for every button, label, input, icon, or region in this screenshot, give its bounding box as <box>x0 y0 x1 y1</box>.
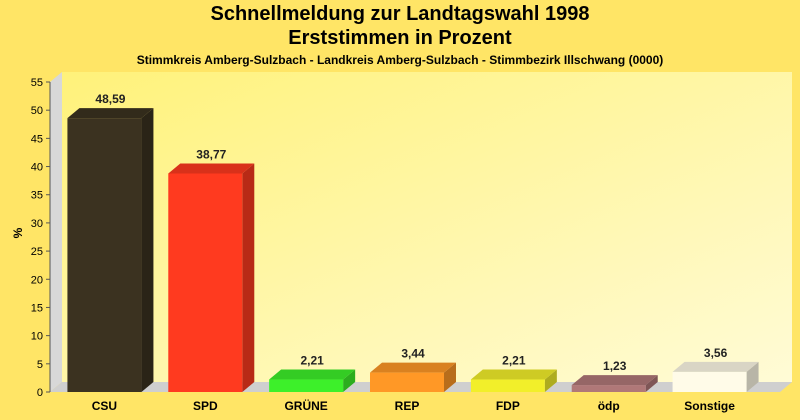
bar-top <box>470 369 557 380</box>
chart-title: Schnellmeldung zur Landtagswahl 1998 <box>210 3 590 25</box>
bar-5 <box>571 375 658 392</box>
bar-front <box>672 371 747 392</box>
x-tick-label: REP <box>395 399 420 413</box>
bar-value-label: 2,21 <box>300 354 324 368</box>
bar-top <box>672 361 759 372</box>
bar-top <box>67 108 154 119</box>
y-tick-label: 35 <box>31 190 43 202</box>
y-tick-label: 55 <box>31 77 43 89</box>
bar-side <box>242 163 255 392</box>
chart-subtitle: Erststimmen in Prozent <box>288 27 512 49</box>
bar-value-label: 3,44 <box>401 347 425 361</box>
y-tick-label: 25 <box>31 246 43 258</box>
bar-top <box>269 369 356 380</box>
bar-side <box>544 369 557 392</box>
bar-top <box>370 362 456 373</box>
bar-side <box>343 369 356 392</box>
chart-region-subtitle: Stimmkreis Amberg-Sulzbach - Landkreis A… <box>136 53 664 67</box>
plot-side-wall <box>50 72 62 392</box>
bar-front <box>67 118 142 392</box>
bar-side <box>444 362 456 392</box>
bar-0 <box>67 108 154 392</box>
bar-value-label: 48,59 <box>95 92 125 106</box>
bar-top <box>168 163 255 174</box>
y-tick-label: 15 <box>31 302 43 314</box>
bar-front <box>571 385 646 392</box>
y-tick-label: 50 <box>31 105 43 117</box>
bar-top <box>571 375 658 386</box>
x-tick-label: SPD <box>193 399 218 413</box>
y-tick-label: 0 <box>37 387 43 399</box>
bar-4 <box>470 369 557 392</box>
bar-value-label: 3,56 <box>704 346 728 360</box>
y-tick-label: 45 <box>31 133 43 145</box>
bar-value-label: 1,23 <box>603 359 627 373</box>
bar-side <box>141 108 154 392</box>
bar-front <box>470 379 545 392</box>
y-tick-label: 10 <box>31 331 43 343</box>
bar-1 <box>168 163 255 392</box>
bar-3 <box>370 362 456 392</box>
bar-front <box>168 173 243 392</box>
y-tick-label: 20 <box>31 274 43 286</box>
bar-value-label: 38,77 <box>196 147 226 161</box>
x-tick-label: Sonstige <box>684 399 735 413</box>
bar-side <box>645 375 658 392</box>
bar-6 <box>672 361 759 392</box>
y-tick-label: 40 <box>31 162 43 174</box>
bar-front <box>370 372 444 392</box>
x-tick-label: FDP <box>496 399 520 413</box>
y-tick-label: 30 <box>31 218 43 230</box>
bar-side <box>746 361 759 392</box>
x-tick-label: GRÜNE <box>284 398 327 413</box>
bar-front <box>269 379 344 392</box>
bar-value-label: 2,21 <box>502 354 526 368</box>
x-tick-label: CSU <box>92 399 117 413</box>
x-tick-label: ödp <box>598 399 620 413</box>
y-tick-label: 5 <box>37 359 43 371</box>
bar-2 <box>269 369 356 392</box>
